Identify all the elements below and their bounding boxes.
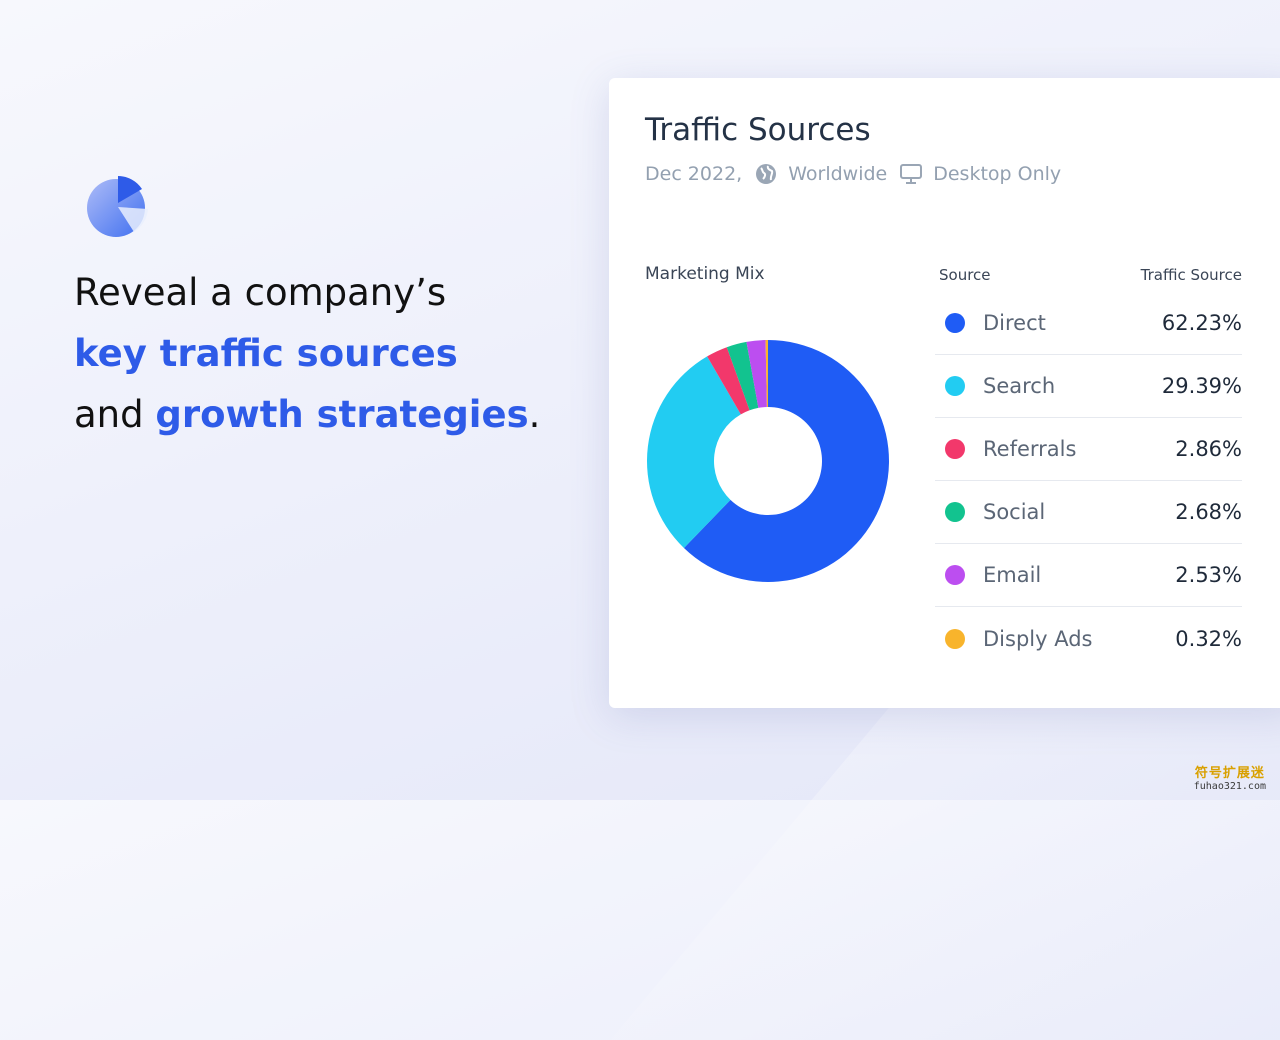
chart-title: Marketing Mix <box>645 264 765 284</box>
monitor-icon <box>899 162 923 186</box>
donut-slice-disply-ads <box>765 340 768 408</box>
legend-row: Disply Ads 0.32% <box>935 607 1242 670</box>
donut-chart <box>647 340 889 582</box>
headline-line-1: Reveal a company’s <box>74 271 447 314</box>
region-label: Worldwide <box>788 163 888 185</box>
legend-row: Email 2.53% <box>935 544 1242 607</box>
legend-dot <box>945 565 965 585</box>
legend-dot <box>945 313 965 333</box>
legend-row: Direct 62.23% <box>935 292 1242 355</box>
legend-value: 2.68% <box>1175 500 1242 524</box>
legend-value: 2.53% <box>1175 563 1242 587</box>
legend-label: Social <box>983 500 1046 524</box>
headline-line-3: and growth strategies. <box>74 384 594 445</box>
headline-accent-2: growth strategies <box>155 393 529 436</box>
legend-row: Social 2.68% <box>935 481 1242 544</box>
watermark-text: 符号扩展迷 <box>1194 766 1265 781</box>
legend-label: Disply Ads <box>983 626 1093 651</box>
legend-label: Email <box>983 563 1042 587</box>
watermark-url: fuhao321.com <box>1193 781 1266 792</box>
headline-prefix: and <box>74 393 156 436</box>
traffic-sources-card: Traffic Sources Dec 2022, Worldwide Desk… <box>609 78 1280 708</box>
legend-value: 62.23% <box>1161 311 1242 335</box>
pie-chart-logo-icon <box>87 176 148 237</box>
legend-value: 0.32% <box>1175 626 1242 651</box>
card-meta: Dec 2022, Worldwide Desktop Only <box>645 162 1061 186</box>
legend-dot <box>945 628 965 649</box>
legend-value: 2.86% <box>1175 437 1242 461</box>
device-label: Desktop Only <box>933 163 1062 185</box>
headline: Reveal a company’s key traffic sources a… <box>74 262 594 445</box>
legend-label: Referrals <box>983 437 1077 461</box>
headline-accent-1: key traffic sources <box>74 332 458 375</box>
card-title: Traffic Sources <box>645 112 871 148</box>
legend-label: Direct <box>983 311 1046 335</box>
donut-slice-referrals <box>707 347 750 415</box>
date-label: Dec 2022, <box>645 163 743 185</box>
legend-dot <box>945 439 965 459</box>
donut-slice-direct <box>683 340 889 582</box>
legend-label: Search <box>983 374 1056 398</box>
legend-row: Referrals 2.86% <box>935 418 1242 481</box>
headline-suffix: . <box>528 393 541 436</box>
legend-row: Search 29.39% <box>935 355 1242 418</box>
legend-table: Direct 62.23% Search 29.39% Referrals 2.… <box>935 292 1242 670</box>
legend-dot <box>945 502 965 522</box>
legend-value: 29.39% <box>1161 374 1242 398</box>
donut-slice-social <box>726 341 759 411</box>
watermark: 符号扩展迷 fuhao321.com <box>1194 762 1266 792</box>
legend-dot <box>945 376 965 396</box>
donut-slice-search <box>647 356 741 549</box>
column-header-traffic: Traffic Source <box>1140 266 1242 284</box>
donut-slice-email <box>746 340 767 408</box>
globe-icon <box>754 162 778 186</box>
column-header-source: Source <box>939 266 991 284</box>
